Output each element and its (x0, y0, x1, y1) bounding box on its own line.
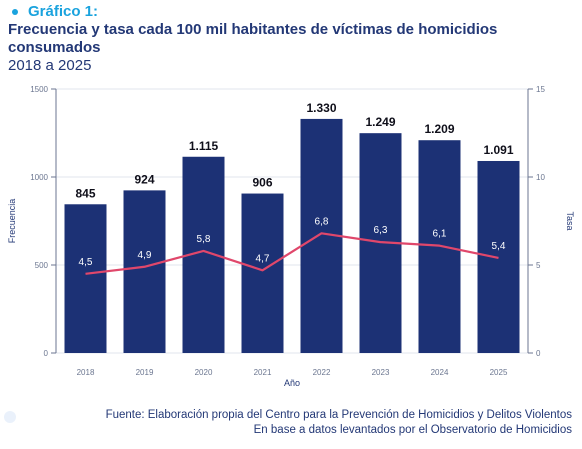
y-tick-label: 1000 (30, 173, 48, 182)
bar (123, 190, 166, 353)
rate-value-label: 5,4 (492, 241, 506, 252)
chart-header: Gráfico 1: Frecuencia y tasa cada 100 mi… (8, 4, 574, 75)
rate-value-label: 6,3 (374, 225, 388, 236)
data-labels: 845 924 1.115 906 1.330 1.249 1.209 1.091 4,5 4,9… (75, 101, 513, 268)
rate-value-label: 4,9 (138, 250, 152, 261)
rate-line (85, 232, 499, 275)
y-axis-title: Frecuencia (7, 199, 17, 244)
bar-value-label: 1.249 (365, 115, 395, 129)
y2-tick-label: 5 (536, 261, 541, 270)
decorative-circle (4, 411, 16, 423)
x-tick-label: 2021 (254, 368, 272, 377)
x-tick-label: 2023 (372, 368, 390, 377)
line-series (85, 232, 499, 275)
y2-tick-label: 0 (536, 349, 541, 358)
bar-value-label: 924 (134, 172, 154, 186)
bar-value-label: 906 (252, 176, 272, 190)
chart-subtitle: 2018 a 2025 (8, 57, 92, 74)
source-line-2: En base a datos levantados por el Observ… (253, 424, 572, 436)
combo-chart: 0 500 1000 1500 0 5 10 15 2018 2019 2020 2021 2022 20… (7, 85, 575, 388)
x-tick-label: 2020 (195, 368, 213, 377)
bar-value-label: 1.115 (189, 139, 219, 153)
bar-value-label: 1.330 (306, 101, 336, 115)
rate-value-label: 6,1 (433, 229, 447, 240)
bar (64, 204, 107, 353)
x-tick-label: 2019 (136, 368, 154, 377)
graphic-label: Gráfico 1: (8, 4, 574, 20)
x-tick-label: 2024 (431, 368, 449, 377)
rate-value-label: 4,7 (256, 253, 270, 264)
source-note: Fuente: Elaboración propia del Centro pa… (106, 408, 572, 438)
bar-value-label: 845 (75, 186, 95, 200)
y2-tick-label: 15 (536, 85, 545, 94)
y-tick-label: 1500 (30, 85, 48, 94)
x-axis-title: Año (284, 378, 300, 388)
rate-value-label: 5,8 (197, 234, 211, 245)
bar-value-label: 1.209 (424, 122, 454, 136)
y-tick-label: 500 (35, 261, 49, 270)
x-tick-label: 2018 (77, 368, 95, 377)
y2-tick-label: 10 (536, 173, 545, 182)
bar-value-label: 1.091 (483, 143, 513, 157)
chart-title: Frecuencia y tasa cada 100 mil habitante… (8, 21, 498, 56)
rate-value-label: 6,8 (315, 216, 329, 227)
y-tick-label: 0 (44, 349, 49, 358)
source-line-1: Fuente: Elaboración propia del Centro pa… (105, 409, 572, 421)
x-tick-label: 2025 (490, 368, 508, 377)
y2-axis-title: Tasa (565, 211, 575, 230)
rate-value-label: 4,5 (79, 257, 93, 268)
x-tick-label: 2022 (313, 368, 331, 377)
bullet-icon (12, 9, 18, 15)
bar (241, 193, 284, 353)
graphic-label-text: Gráfico 1: (28, 3, 99, 20)
axes: 0 500 1000 1500 0 5 10 15 2018 2019 2020 2021 2022 20… (7, 85, 575, 388)
bar-series (64, 118, 520, 353)
